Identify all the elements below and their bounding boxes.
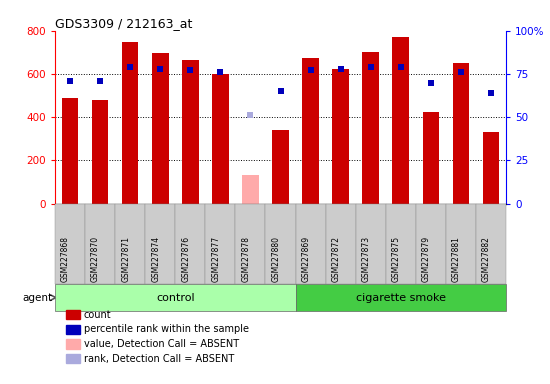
Bar xyxy=(453,63,469,204)
Text: GSM227880: GSM227880 xyxy=(272,236,280,282)
Point xyxy=(306,67,315,73)
Text: GSM227874: GSM227874 xyxy=(151,236,160,282)
Text: value, Detection Call = ABSENT: value, Detection Call = ABSENT xyxy=(84,339,239,349)
Text: GSM227870: GSM227870 xyxy=(91,236,100,282)
Text: count: count xyxy=(84,310,111,320)
Text: percentile rank within the sample: percentile rank within the sample xyxy=(84,324,249,334)
Point xyxy=(246,112,255,118)
Point xyxy=(186,67,195,73)
Point xyxy=(156,66,164,72)
Text: GSM227877: GSM227877 xyxy=(211,236,221,282)
Text: cigarette smoke: cigarette smoke xyxy=(356,293,446,303)
Text: GSM227875: GSM227875 xyxy=(392,236,401,282)
Bar xyxy=(332,68,349,204)
Text: GSM227873: GSM227873 xyxy=(362,236,371,282)
Point xyxy=(65,78,74,84)
Bar xyxy=(272,130,289,204)
Bar xyxy=(242,175,258,204)
Text: GSM227868: GSM227868 xyxy=(61,236,70,282)
Bar xyxy=(62,98,78,204)
Bar xyxy=(422,112,439,204)
Text: GDS3309 / 212163_at: GDS3309 / 212163_at xyxy=(55,17,192,30)
Point xyxy=(366,64,375,70)
Bar xyxy=(362,52,379,204)
Point xyxy=(397,64,405,70)
Text: GSM227881: GSM227881 xyxy=(452,237,461,282)
Text: GSM227871: GSM227871 xyxy=(121,236,130,282)
Bar xyxy=(212,74,229,204)
Text: GSM227882: GSM227882 xyxy=(482,237,491,282)
Text: agent: agent xyxy=(22,293,52,303)
Text: GSM227879: GSM227879 xyxy=(422,236,431,282)
Bar xyxy=(122,41,139,204)
Bar xyxy=(302,58,319,204)
Bar xyxy=(483,132,499,204)
Text: GSM227869: GSM227869 xyxy=(301,236,311,282)
Point xyxy=(487,90,496,96)
Point xyxy=(456,69,465,75)
Point xyxy=(126,64,135,70)
Bar xyxy=(152,53,168,204)
Bar xyxy=(393,37,409,204)
Point xyxy=(96,78,104,84)
Text: control: control xyxy=(156,293,195,303)
Bar xyxy=(92,100,108,204)
Point xyxy=(426,79,435,86)
Text: GSM227876: GSM227876 xyxy=(182,236,190,282)
Text: GSM227878: GSM227878 xyxy=(241,236,250,282)
Point xyxy=(276,88,285,94)
Text: GSM227872: GSM227872 xyxy=(332,236,340,282)
Point xyxy=(336,66,345,72)
Text: rank, Detection Call = ABSENT: rank, Detection Call = ABSENT xyxy=(84,354,234,364)
Bar xyxy=(182,60,199,204)
Point xyxy=(216,69,225,75)
